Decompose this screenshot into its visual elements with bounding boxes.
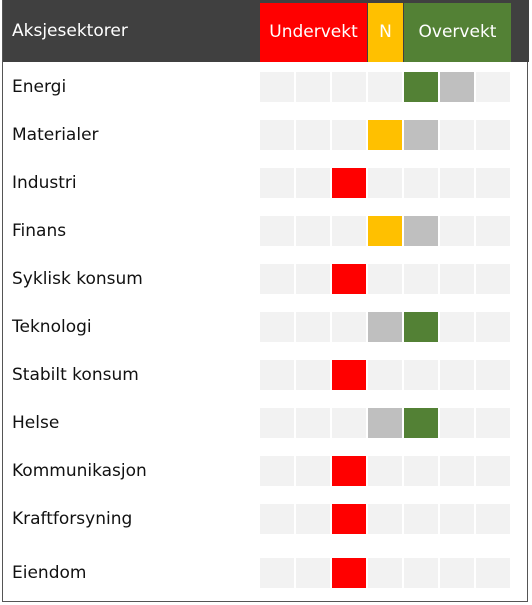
- empty-cell: [476, 216, 510, 246]
- position-cell: [332, 264, 366, 294]
- empty-cell: [260, 360, 294, 390]
- empty-cell: [332, 120, 366, 150]
- empty-cell: [260, 504, 294, 534]
- empty-cell: [476, 558, 510, 588]
- empty-cell: [296, 504, 330, 534]
- empty-cell: [440, 558, 474, 588]
- empty-cell: [368, 504, 402, 534]
- empty-cell: [260, 168, 294, 198]
- empty-cell: [368, 72, 402, 102]
- empty-cell: [368, 558, 402, 588]
- empty-cell: [296, 72, 330, 102]
- empty-cell: [296, 408, 330, 438]
- empty-cell: [440, 120, 474, 150]
- empty-cell: [476, 120, 510, 150]
- empty-cell: [476, 312, 510, 342]
- empty-cell: [404, 456, 438, 486]
- position-cell: [368, 216, 402, 246]
- empty-cell: [260, 120, 294, 150]
- header: Aksjesektorer Undervekt N Overvekt: [3, 0, 529, 62]
- empty-cell: [476, 504, 510, 534]
- empty-cell: [404, 264, 438, 294]
- sector-label: Kommunikasjon: [12, 461, 147, 481]
- header-title: Aksjesektorer: [12, 21, 128, 41]
- position-cell: [332, 504, 366, 534]
- empty-cell: [296, 120, 330, 150]
- empty-cell: [296, 168, 330, 198]
- empty-cell: [404, 360, 438, 390]
- previous-cell: [368, 408, 402, 438]
- empty-cell: [260, 216, 294, 246]
- empty-cell: [476, 72, 510, 102]
- empty-cell: [440, 504, 474, 534]
- empty-cell: [476, 456, 510, 486]
- empty-cell: [332, 216, 366, 246]
- empty-cell: [296, 558, 330, 588]
- sector-label: Helse: [12, 413, 60, 433]
- group-header: Undervekt: [260, 3, 367, 62]
- empty-cell: [368, 264, 402, 294]
- previous-cell: [368, 312, 402, 342]
- previous-cell: [440, 72, 474, 102]
- empty-cell: [260, 264, 294, 294]
- empty-cell: [260, 408, 294, 438]
- empty-cell: [332, 312, 366, 342]
- empty-cell: [440, 360, 474, 390]
- empty-cell: [404, 168, 438, 198]
- empty-cell: [368, 456, 402, 486]
- position-cell: [404, 312, 438, 342]
- sector-label: Energi: [12, 77, 67, 97]
- empty-cell: [440, 312, 474, 342]
- empty-cell: [440, 168, 474, 198]
- group-header: N: [368, 3, 403, 62]
- sector-label: Industri: [12, 173, 77, 193]
- sector-label: Eiendom: [12, 563, 87, 583]
- position-cell: [332, 558, 366, 588]
- sector-label: Materialer: [12, 125, 99, 145]
- empty-cell: [332, 408, 366, 438]
- empty-cell: [296, 264, 330, 294]
- empty-cell: [296, 216, 330, 246]
- empty-cell: [404, 504, 438, 534]
- position-cell: [332, 168, 366, 198]
- position-cell: [404, 408, 438, 438]
- empty-cell: [260, 456, 294, 486]
- position-cell: [368, 120, 402, 150]
- empty-cell: [440, 264, 474, 294]
- empty-cell: [260, 558, 294, 588]
- empty-cell: [476, 408, 510, 438]
- position-cell: [404, 72, 438, 102]
- sector-label: Syklisk konsum: [12, 269, 143, 289]
- previous-cell: [404, 120, 438, 150]
- empty-cell: [476, 264, 510, 294]
- empty-cell: [440, 456, 474, 486]
- sector-label: Kraftforsyning: [12, 509, 133, 529]
- empty-cell: [296, 312, 330, 342]
- empty-cell: [476, 168, 510, 198]
- empty-cell: [368, 168, 402, 198]
- empty-cell: [296, 456, 330, 486]
- empty-cell: [404, 558, 438, 588]
- empty-cell: [260, 312, 294, 342]
- empty-cell: [440, 216, 474, 246]
- empty-cell: [332, 72, 366, 102]
- sector-label: Stabilt konsum: [12, 365, 139, 385]
- previous-cell: [404, 216, 438, 246]
- sector-label: Finans: [12, 221, 67, 241]
- position-cell: [332, 360, 366, 390]
- empty-cell: [440, 408, 474, 438]
- empty-cell: [296, 360, 330, 390]
- group-header: Overvekt: [404, 3, 511, 62]
- empty-cell: [476, 360, 510, 390]
- sector-label: Teknologi: [12, 317, 92, 337]
- position-cell: [332, 456, 366, 486]
- empty-cell: [368, 360, 402, 390]
- empty-cell: [260, 72, 294, 102]
